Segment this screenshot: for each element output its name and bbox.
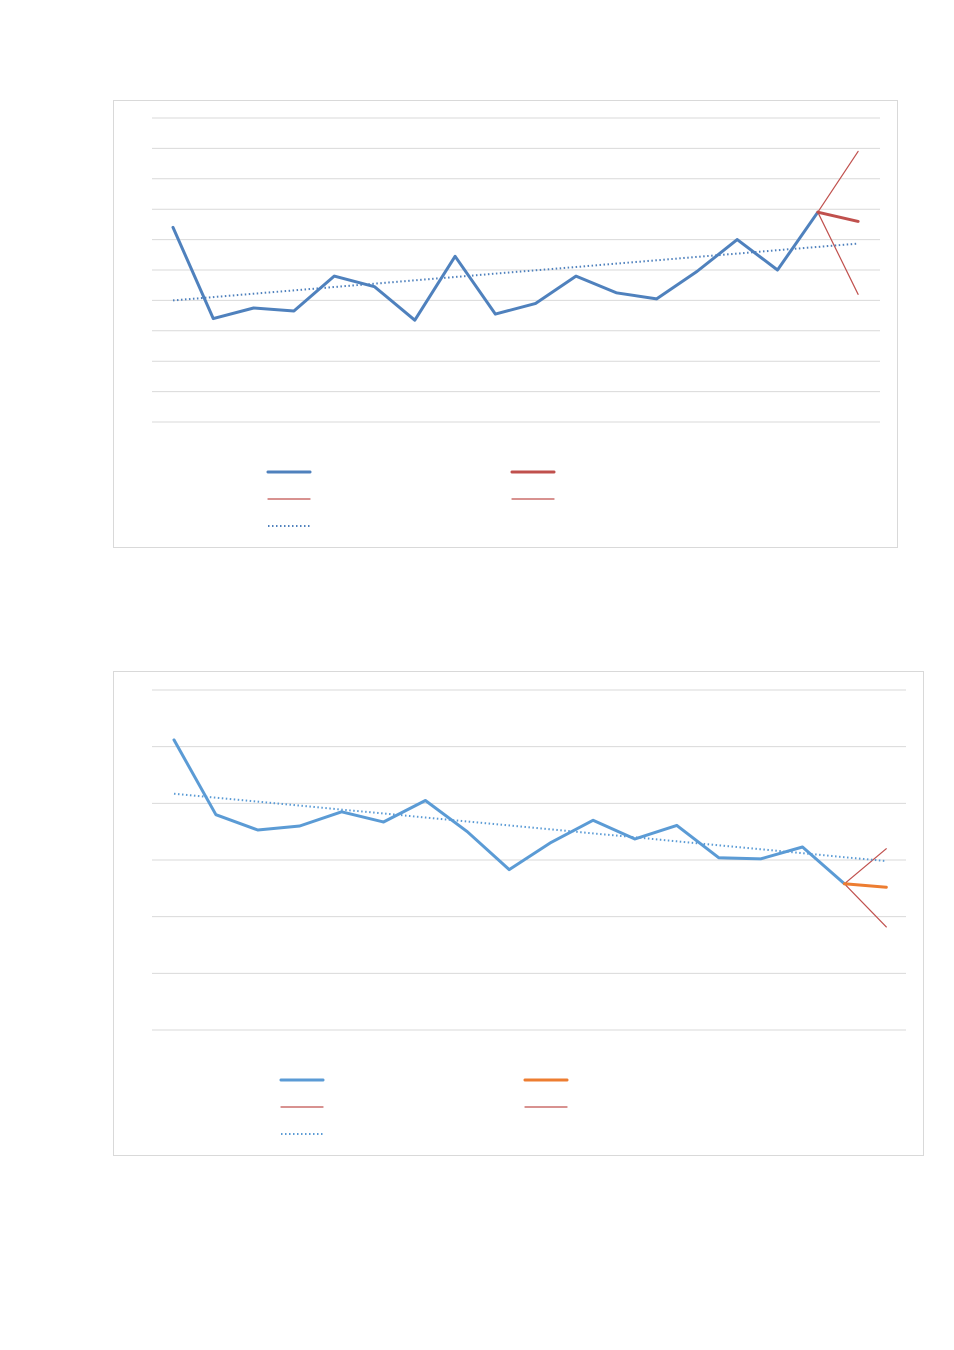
series-line-2 [842,882,888,889]
series-line-4 [843,848,887,885]
series-line-3 [817,211,859,295]
chart-1-svg [152,117,880,527]
chart-2-frame [113,671,924,1156]
chart-2-svg [152,689,906,1135]
series-line-3 [843,883,887,928]
chart-1-frame [113,100,898,548]
series-line-5 [172,242,859,302]
series-line-5 [173,792,887,863]
series-line-1 [171,210,820,322]
series-line-2 [816,210,860,223]
series-line-1 [172,738,846,886]
series-line-4 [817,150,859,213]
